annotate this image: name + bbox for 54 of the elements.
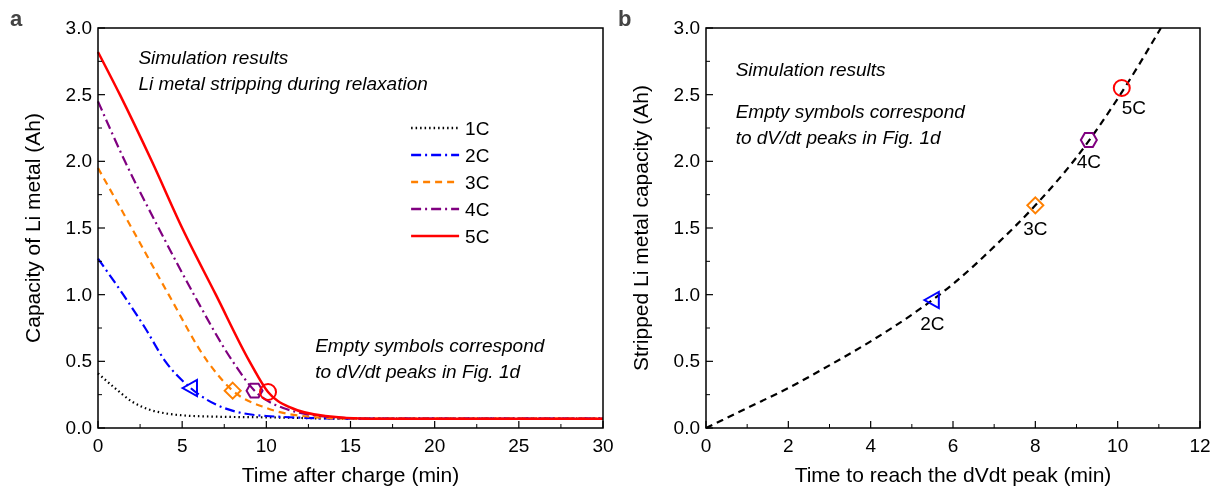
annotation: 2C [920,313,945,334]
legend-label: 3C [465,172,490,193]
y-axis-title: Capacity of Li metal (Ah) [21,113,44,343]
point [1112,79,1131,97]
x-tick-label: 6 [947,435,959,456]
annotation: 5C [1121,97,1146,118]
x-tick-label: 0 [92,435,104,456]
y-tick-label: 2.5 [65,83,92,105]
y-tick-label: 1.0 [673,283,700,305]
annotation: Li metal stripping during relaxation [138,73,428,94]
x-tick-label: 2 [783,435,794,456]
annotation: Simulation results [138,47,289,68]
x-axis-title: Time after charge (min) [241,463,460,486]
annotation: Empty symbols correspond [735,101,967,122]
chart-title: b [618,6,632,31]
annotation: Simulation results [735,59,887,80]
point [1079,132,1098,148]
x-tick-label: 30 [592,435,614,456]
legend-label: 4C [465,199,490,220]
annotation: to dV/dt peaks in Fig. 1d [315,361,522,382]
y-tick-label: 1.5 [65,217,92,238]
chart-title: a [10,6,23,31]
x-tick-label: 10 [1107,435,1129,456]
x-tick-label: 8 [1030,435,1041,456]
x-tick-label: 0 [700,435,712,456]
x-axis-title: Time to reach the dVdt peak (min) [794,463,1112,486]
x-tick-label: 5 [176,435,188,456]
x-tick-label: 25 [508,435,530,456]
y-tick-label: 2.0 [65,150,92,172]
legend-label: 5C [465,226,490,247]
y-tick-label: 0.0 [673,417,700,438]
y-tick-label: 2.0 [673,150,700,172]
legend-label: 2C [465,145,490,166]
x-tick-label: 20 [424,435,446,456]
y-axis-title: Stripped Li metal capacity (Ah) [629,85,652,371]
x-tick-label: 12 [1189,435,1211,456]
y-tick-label: 3.0 [65,17,92,38]
legend-label: 1C [465,118,490,139]
annotation: 3C [1023,218,1048,240]
y-tick-label: 0.5 [673,350,700,372]
annotation: Empty symbols correspond [315,335,546,356]
point [923,291,940,309]
x-tick-label: 15 [339,435,362,456]
y-tick-label: 0.0 [65,417,92,438]
annotation: to dV/dt peaks in Fig. 1d [735,127,942,148]
annotation: 4C [1076,151,1101,172]
y-tick-label: 2.5 [673,83,700,105]
point [1026,196,1045,215]
y-tick-label: 1.0 [65,283,92,305]
y-tick-label: 3.0 [673,17,700,38]
x-tick-label: 10 [255,435,277,456]
y-tick-label: 0.5 [65,350,92,372]
x-tick-label: 4 [865,435,877,456]
y-tick-label: 1.5 [673,217,700,238]
